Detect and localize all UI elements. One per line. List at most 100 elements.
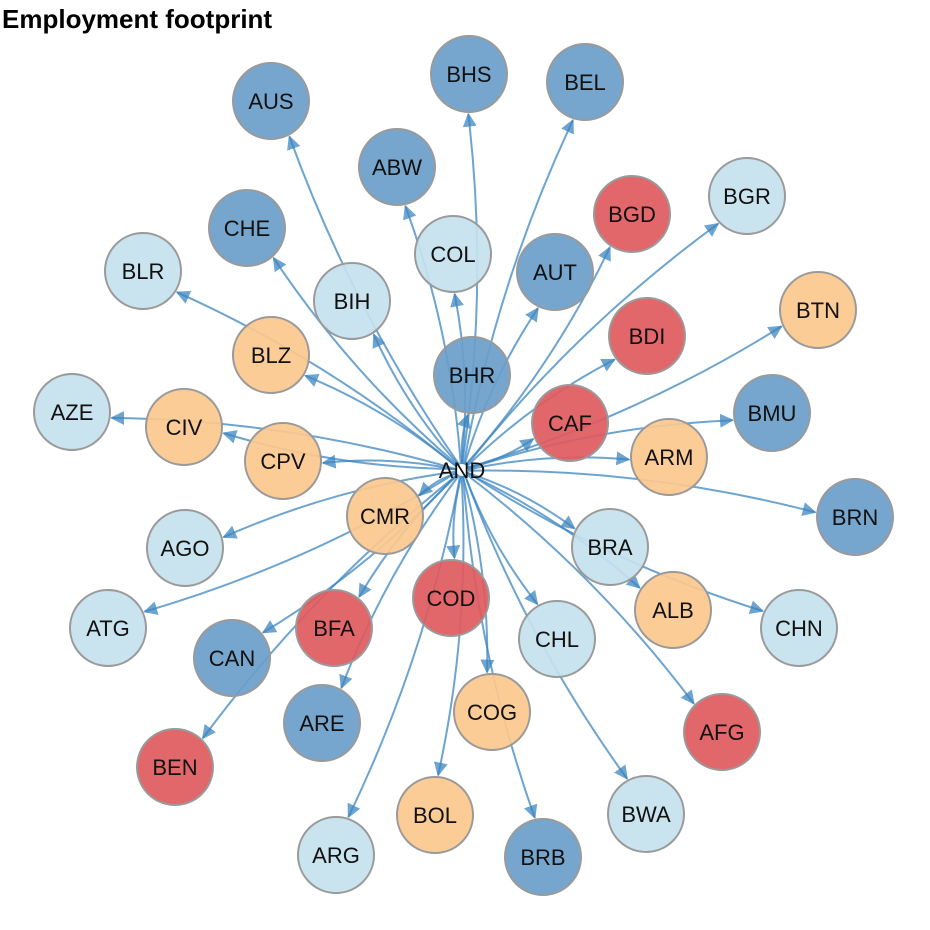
chart-title: Employment footprint	[2, 4, 273, 34]
node-label: BHS	[446, 62, 491, 87]
node-label: BIH	[334, 289, 371, 314]
edge-and-bih	[372, 333, 460, 466]
node-circle	[146, 509, 224, 587]
node-label: ARM	[645, 445, 694, 470]
node-label: AGO	[161, 536, 210, 561]
node-btn: BTN	[779, 271, 857, 349]
edge-and-arm	[467, 451, 631, 471]
edge-and-can	[261, 473, 459, 634]
node-ben: BEN	[136, 728, 214, 806]
node-cod: COD	[412, 559, 490, 637]
nodes-layer: AUS BHS BEL ABW BGR BGD CHE COL AUT BLR BIH BTN BDI B…	[33, 35, 894, 896]
node-label: BEN	[152, 755, 197, 780]
node-arg: ARG	[297, 816, 375, 894]
node-brb: BRB	[504, 818, 582, 896]
node-circle	[412, 559, 490, 637]
edge-and-arg	[347, 475, 462, 819]
node-circle	[313, 262, 391, 340]
node-circle	[232, 316, 310, 394]
node-circle	[433, 336, 511, 414]
node-col: COL	[414, 215, 492, 293]
node-label: AUT	[533, 260, 577, 285]
node-che: CHE	[208, 189, 286, 267]
node-label: ATG	[86, 616, 130, 641]
node-circle	[593, 175, 671, 253]
node-circle	[232, 62, 310, 140]
node-bdi: BDI	[608, 297, 686, 375]
node-circle	[608, 297, 686, 375]
node-circle	[571, 508, 649, 586]
node-circle	[104, 232, 182, 310]
edges-layer	[110, 112, 817, 820]
node-label: BEL	[564, 70, 606, 95]
node-label: BMU	[748, 401, 797, 426]
node-afg: AFG	[683, 693, 761, 771]
node-label: AUS	[248, 89, 293, 114]
node-label: AZE	[51, 400, 94, 425]
node-label: CAF	[548, 411, 592, 436]
edge-and-bel	[462, 118, 574, 465]
node-cog: COG	[453, 673, 531, 751]
node-label: BHR	[449, 363, 495, 388]
node-chn: CHN	[760, 589, 838, 667]
edge-and-abw	[403, 204, 462, 465]
node-label: BRN	[832, 505, 878, 530]
edge-and-bgd	[464, 246, 611, 466]
node-label: CHL	[535, 627, 579, 652]
node-circle	[295, 589, 373, 667]
node-circle	[630, 418, 708, 496]
node-label: ABW	[372, 155, 422, 180]
node-circle	[145, 388, 223, 466]
node-chl: CHL	[518, 600, 596, 678]
node-circle	[346, 477, 424, 555]
node-circle	[708, 157, 786, 235]
node-label: AFG	[699, 720, 744, 745]
node-atg: ATG	[69, 589, 147, 667]
node-circle	[816, 478, 894, 556]
node-label: BWA	[621, 802, 671, 827]
node-aut: AUT	[516, 233, 594, 311]
node-bra: BRA	[571, 508, 649, 586]
node-label: CMR	[360, 504, 410, 529]
node-label: CAN	[209, 646, 255, 671]
node-circle	[453, 673, 531, 751]
edge-and-brb	[462, 475, 538, 820]
node-label: BGR	[723, 184, 771, 209]
node-circle	[760, 589, 838, 667]
node-circle	[607, 775, 685, 853]
node-label: CHE	[224, 216, 270, 241]
node-abw: ABW	[358, 128, 436, 206]
node-label: BDI	[629, 324, 666, 349]
node-bol: BOL	[396, 776, 474, 854]
node-label: BFA	[313, 616, 355, 641]
node-brn: BRN	[816, 478, 894, 556]
node-circle	[283, 684, 361, 762]
node-circle	[733, 374, 811, 452]
hub-node-label: AND	[439, 458, 485, 483]
edge-and-btn	[467, 325, 783, 469]
edge-and-cpv	[321, 454, 457, 471]
node-circle	[430, 35, 508, 113]
node-label: BTN	[796, 298, 840, 323]
node-circle	[504, 818, 582, 896]
node-aus: AUS	[232, 62, 310, 140]
edge-and-ago	[222, 470, 457, 539]
node-label: ARG	[312, 843, 360, 868]
node-can: CAN	[193, 619, 271, 697]
node-arm: ARM	[630, 418, 708, 496]
node-bwa: BWA	[607, 775, 685, 853]
node-blz: BLZ	[232, 316, 310, 394]
node-label: COL	[430, 242, 475, 267]
node-label: BLZ	[251, 343, 291, 368]
node-bgr: BGR	[708, 157, 786, 235]
node-label: COD	[427, 586, 476, 611]
node-label: BOL	[413, 803, 457, 828]
node-circle	[297, 816, 375, 894]
node-alb: ALB	[634, 571, 712, 649]
node-circle	[779, 271, 857, 349]
node-circle	[69, 589, 147, 667]
node-circle	[136, 728, 214, 806]
edge-and-afg	[465, 473, 695, 705]
